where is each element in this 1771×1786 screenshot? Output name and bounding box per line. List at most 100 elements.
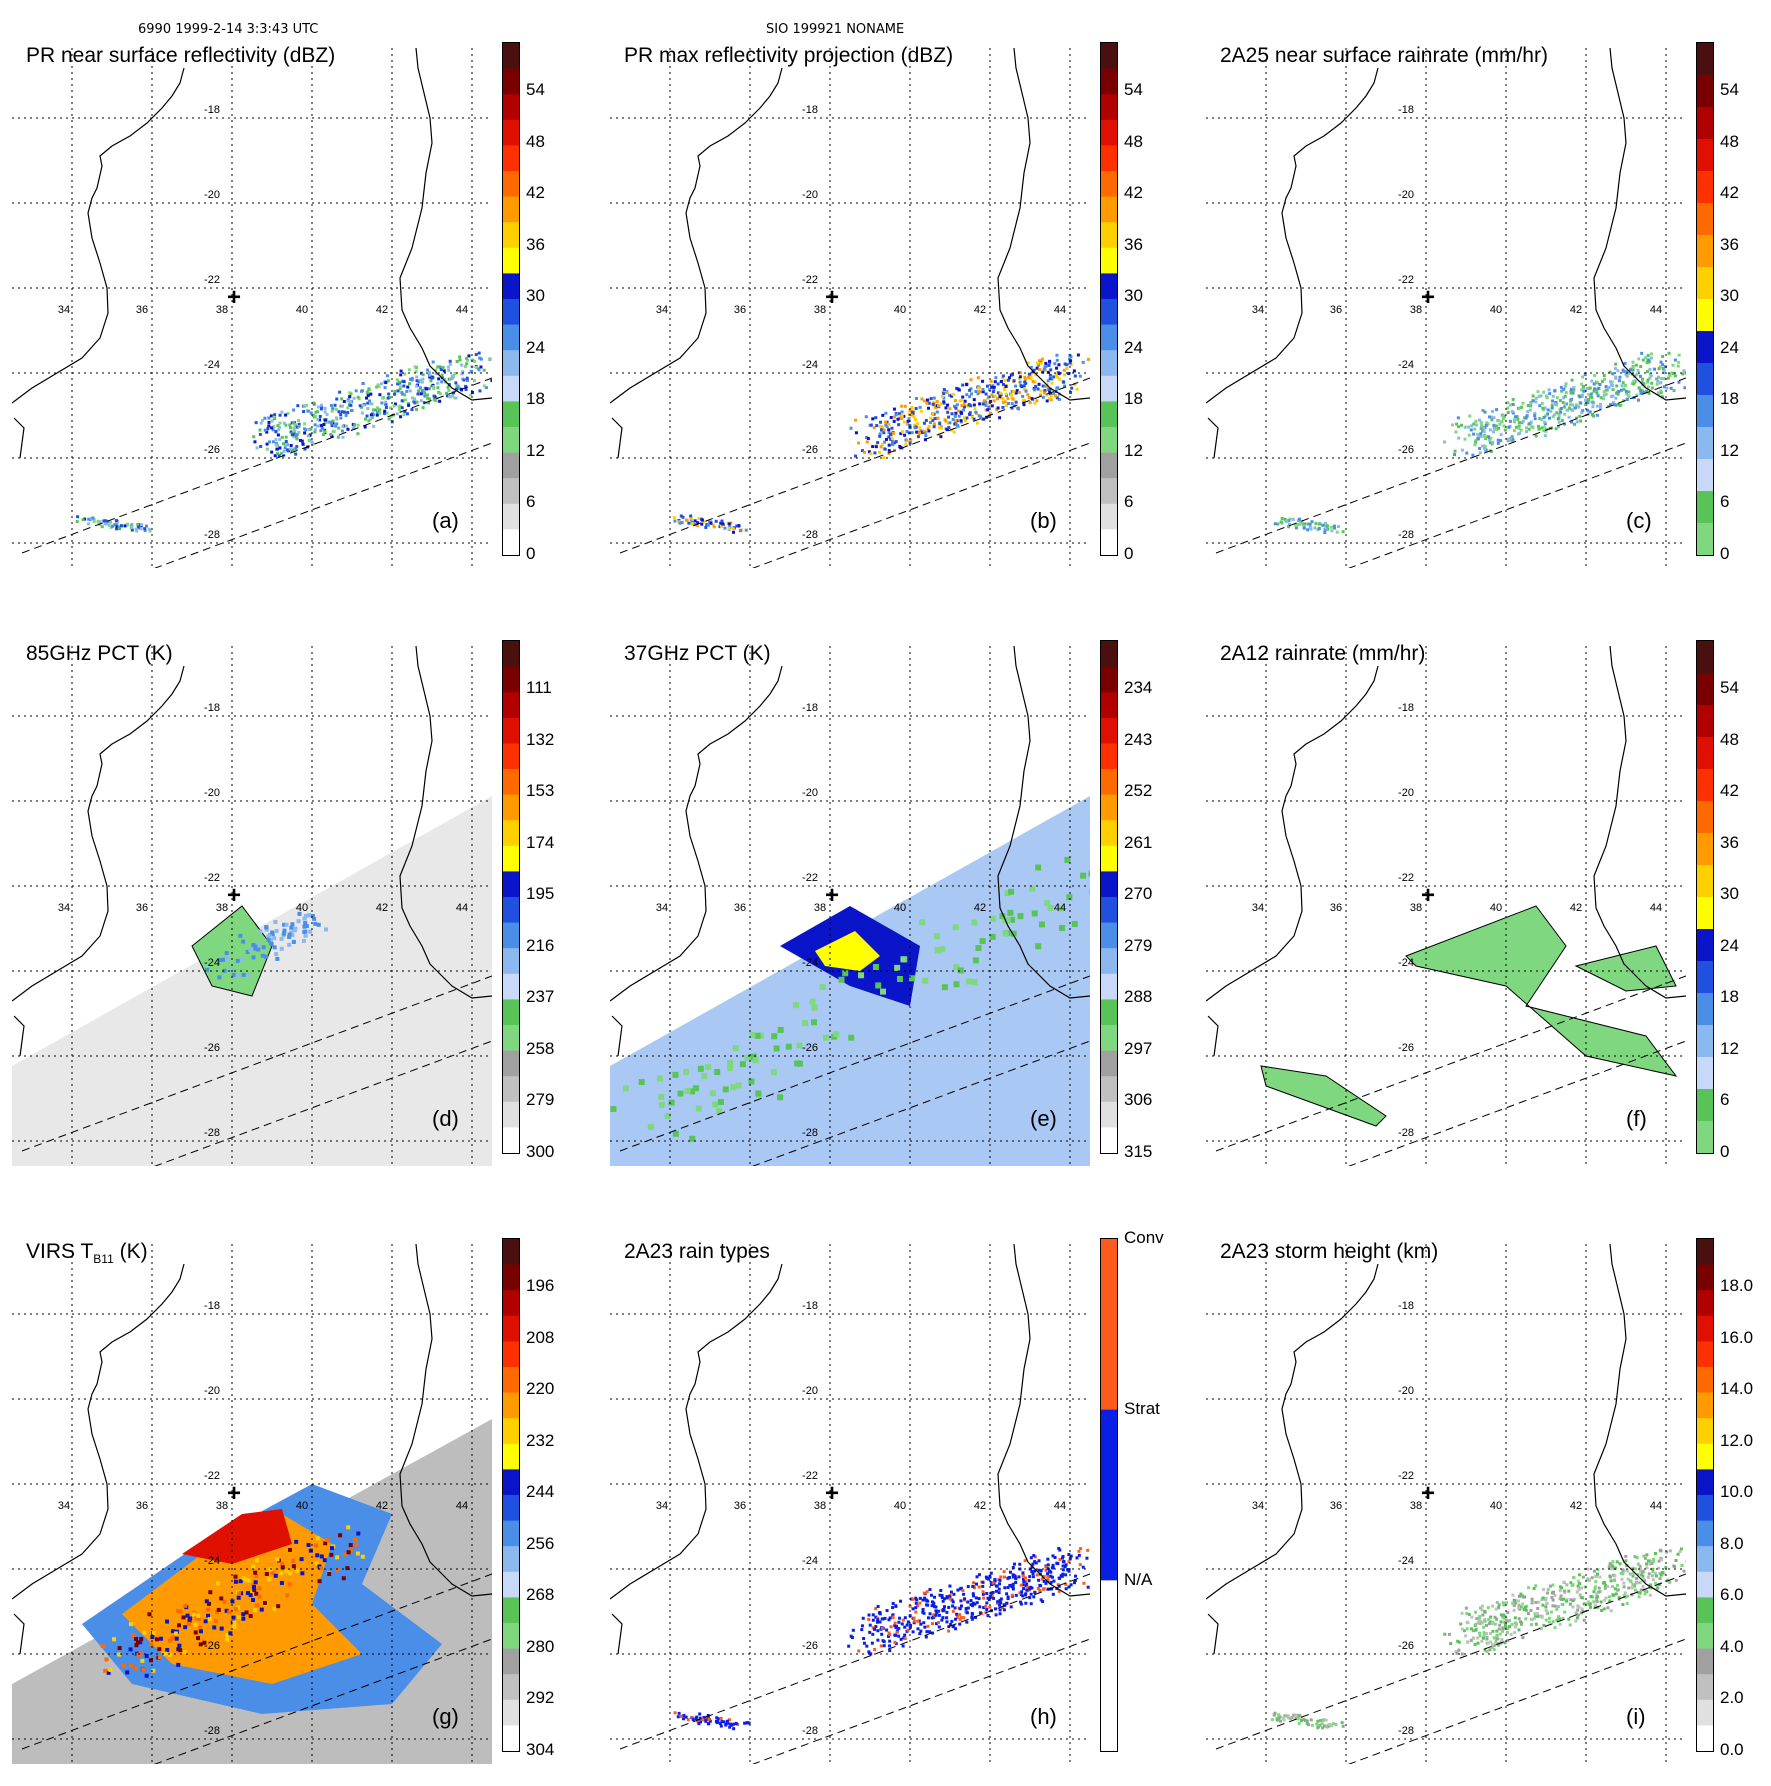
colorbar-tick-label: 30 — [1720, 286, 1739, 306]
colorbar-segment — [503, 999, 519, 1025]
colorbar-segment — [1101, 401, 1117, 427]
latitude-label: -20 — [1398, 787, 1414, 799]
latitude-label: -26 — [1398, 444, 1414, 456]
colorbar-segment — [503, 145, 519, 171]
colorbar-segment — [1697, 1444, 1713, 1470]
colorbar-tick-label: 243 — [1124, 730, 1152, 750]
coastline-east — [998, 48, 1090, 400]
colorbar-segment — [1697, 865, 1713, 898]
latitude-label: -24 — [204, 957, 220, 969]
latitude-label: -22 — [204, 872, 220, 884]
colorbar-segment — [503, 795, 519, 821]
colorbar-segment — [503, 846, 519, 872]
longitude-label: 36 — [734, 1500, 746, 1512]
colorbar-tick-label: Strat — [1124, 1399, 1160, 1419]
latitude-label: -28 — [204, 1725, 220, 1737]
colorbar-tick-label: 24 — [1720, 338, 1739, 358]
panel-letter: (i) — [1626, 1704, 1646, 1730]
colorbar-tick-label: 36 — [526, 235, 545, 255]
colorbar-segment — [1697, 363, 1713, 396]
longitude-label: 44 — [1054, 304, 1066, 316]
colorbar-tick-label: 288 — [1124, 987, 1152, 1007]
colorbar-tick-label: 0 — [1720, 1142, 1729, 1162]
colorbar — [502, 42, 520, 556]
colorbar-segment — [503, 1572, 519, 1598]
latitude-label: -20 — [802, 189, 818, 201]
colorbar-segment — [1697, 1239, 1713, 1265]
panel-letter: (g) — [432, 1704, 459, 1730]
precip-field — [673, 514, 748, 533]
latitude-label: -20 — [802, 1385, 818, 1397]
longitude-label: 40 — [1490, 902, 1502, 914]
longitude-label: 34 — [1252, 1500, 1264, 1512]
colorbar-tick-label: 12.0 — [1720, 1431, 1753, 1451]
longitude-label: 36 — [1330, 304, 1342, 316]
colorbar-tick-label: 36 — [1720, 235, 1739, 255]
colorbar-segment — [1101, 1025, 1117, 1051]
colorbar-tick-label: 196 — [526, 1276, 554, 1296]
latitude-label: -22 — [802, 872, 818, 884]
colorbar-segment — [503, 1418, 519, 1444]
longitude-label: 34 — [58, 902, 70, 914]
latitude-label: -26 — [1398, 1042, 1414, 1054]
colorbar-tick-label: 42 — [1720, 183, 1739, 203]
colorbar-segment — [1101, 1239, 1117, 1410]
colorbar-tick-label: 304 — [526, 1740, 554, 1760]
colorbar-tick-label: 234 — [1124, 678, 1152, 698]
colorbar-segment — [1101, 692, 1117, 718]
colorbar-tick-label: 4.0 — [1720, 1637, 1744, 1657]
panel-letter: (d) — [432, 1106, 459, 1132]
colorbar-tick-label: 18 — [1720, 987, 1739, 1007]
colorbar-segment — [1697, 1057, 1713, 1090]
map-g — [12, 1244, 492, 1764]
longitude-label: 40 — [894, 304, 906, 316]
colorbar — [502, 640, 520, 1154]
map-d — [12, 646, 492, 1166]
colorbar-segment — [1697, 139, 1713, 172]
colorbar-segment — [1101, 1051, 1117, 1077]
colorbar-segment — [1697, 1521, 1713, 1547]
colorbar-segment — [1101, 248, 1117, 274]
colorbar-segment — [503, 769, 519, 795]
latitude-label: -18 — [204, 1300, 220, 1312]
colorbar-segment — [1697, 267, 1713, 300]
precip-field — [847, 1547, 1090, 1655]
latitude-label: -22 — [204, 274, 220, 286]
colorbar-segment — [503, 1674, 519, 1700]
colorbar-segment — [503, 1367, 519, 1393]
colorbar-tick-label: 10.0 — [1720, 1482, 1753, 1502]
colorbar-segment — [503, 1290, 519, 1316]
storm-center-marker: + — [227, 286, 241, 310]
longitude-label: 36 — [1330, 1500, 1342, 1512]
longitude-label: 40 — [1490, 1500, 1502, 1512]
colorbar-tick-label: 24 — [526, 338, 545, 358]
latitude-label: -20 — [204, 1385, 220, 1397]
colorbar-tick-label: 36 — [1124, 235, 1143, 255]
longitude-label: 40 — [296, 304, 308, 316]
panel-title: PR near surface reflectivity (dBZ) — [26, 44, 335, 68]
colorbar-segment — [1101, 222, 1117, 248]
colorbar-segment — [1101, 171, 1117, 197]
longitude-label: 44 — [1054, 1500, 1066, 1512]
map-e — [610, 646, 1090, 1166]
colorbar-segment — [503, 1265, 519, 1291]
colorbar-segment — [1101, 1127, 1117, 1153]
colorbar-segment — [503, 529, 519, 555]
storm-center-marker: + — [825, 884, 839, 908]
colorbar-tick-label: 42 — [526, 183, 545, 203]
colorbar-tick-label: 195 — [526, 884, 554, 904]
colorbar-segment — [1101, 350, 1117, 376]
pr-swath-edge — [1336, 443, 1686, 568]
colorbar — [1696, 640, 1714, 1154]
panel-letter: (c) — [1626, 508, 1652, 534]
colorbar-segment — [1101, 1580, 1117, 1751]
latitude-label: -18 — [802, 702, 818, 714]
panel-letter: (b) — [1030, 508, 1057, 534]
colorbar-segment — [503, 1649, 519, 1675]
colorbar-segment — [1101, 999, 1117, 1025]
longitude-label: 42 — [974, 1500, 986, 1512]
